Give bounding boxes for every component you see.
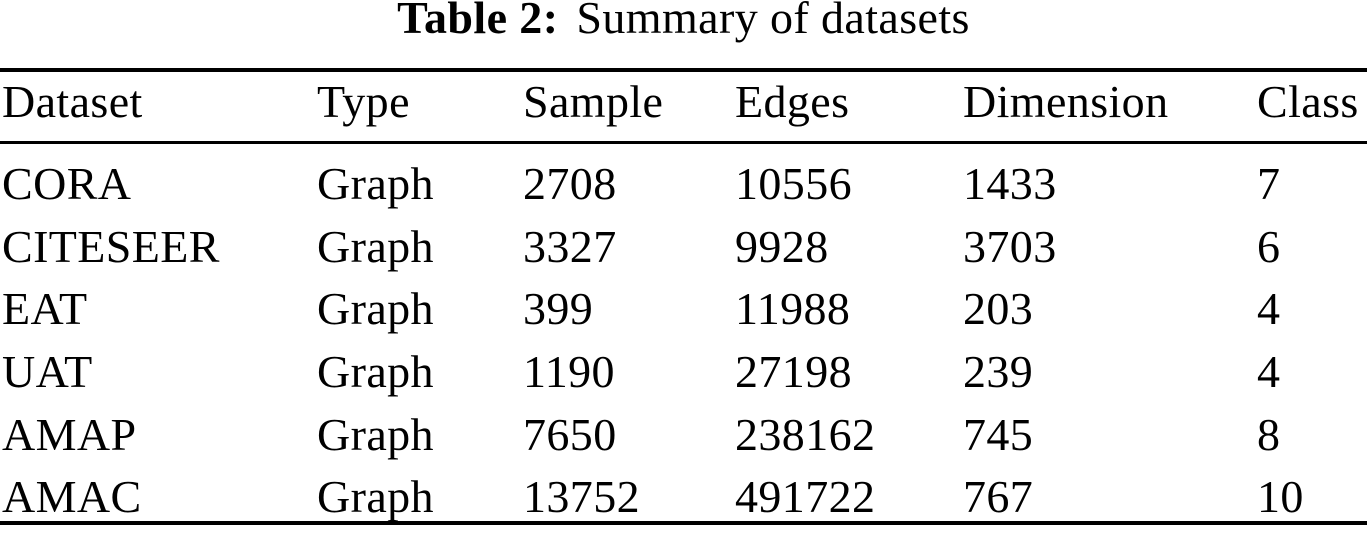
cell-edges: 9928 <box>735 220 829 272</box>
cell-edges: 27198 <box>735 345 852 397</box>
bottom-rule <box>0 521 1367 525</box>
cell-class: 4 <box>1257 283 1281 335</box>
cell-sample: 13752 <box>523 471 640 523</box>
table-header-row: Dataset Type Sample Edges Dimension Clas… <box>0 67 1367 136</box>
cell-dataset: EAT <box>2 283 88 335</box>
cell-dimension: 745 <box>963 408 1034 460</box>
cell-sample: 3327 <box>523 220 617 272</box>
cell-dataset: AMAP <box>2 408 137 460</box>
cell-class: 10 <box>1257 471 1304 523</box>
table-number-label: Table 2: <box>397 0 559 43</box>
top-rule <box>0 68 1367 72</box>
table-row: CITESEER Graph 3327 9928 3703 6 <box>0 216 1367 279</box>
cell-dimension: 239 <box>963 345 1034 397</box>
cell-sample: 7650 <box>523 408 617 460</box>
cell-class: 6 <box>1257 220 1281 272</box>
table-row: AMAC Graph 13752 491722 767 10 <box>0 466 1367 529</box>
cell-type: Graph <box>317 158 434 209</box>
table-row: AMAP Graph 7650 238162 745 8 <box>0 404 1367 467</box>
cell-sample: 399 <box>523 283 594 335</box>
cell-dataset: UAT <box>2 345 93 397</box>
cell-type: Graph <box>317 345 434 397</box>
cell-sample: 2708 <box>523 158 617 209</box>
table-caption-text: Summary of datasets <box>576 0 970 43</box>
cell-type: Graph <box>317 220 434 272</box>
cell-class: 7 <box>1257 158 1281 209</box>
cell-dimension: 767 <box>963 471 1034 523</box>
column-header-dataset: Dataset <box>2 76 143 127</box>
table-row: UAT Graph 1190 27198 239 4 <box>0 341 1367 404</box>
cell-edges: 10556 <box>735 158 852 209</box>
cell-dimension: 203 <box>963 283 1034 335</box>
table-caption: Table 2: Summary of datasets <box>0 0 1367 42</box>
cell-class: 8 <box>1257 408 1281 460</box>
cell-dimension: 3703 <box>963 220 1057 272</box>
column-header-edges: Edges <box>735 76 850 127</box>
cell-type: Graph <box>317 471 434 523</box>
cell-type: Graph <box>317 283 434 335</box>
column-header-class: Class <box>1257 76 1359 127</box>
cell-class: 4 <box>1257 345 1281 397</box>
cell-edges: 238162 <box>735 408 876 460</box>
cell-dataset: AMAC <box>2 471 142 523</box>
column-header-dimension: Dimension <box>963 76 1169 127</box>
cell-type: Graph <box>317 408 434 460</box>
table-row: EAT Graph 399 11988 203 4 <box>0 278 1367 341</box>
cell-dataset: CORA <box>2 158 132 209</box>
column-header-type: Type <box>317 76 410 127</box>
column-header-sample: Sample <box>523 76 664 127</box>
header-rule <box>0 141 1367 144</box>
table-body: CORA Graph 2708 10556 1433 7 CITESEER Gr… <box>0 145 1367 529</box>
cell-dataset: CITESEER <box>2 220 220 272</box>
cell-edges: 491722 <box>735 471 876 523</box>
cell-sample: 1190 <box>523 345 615 397</box>
table-row: CORA Graph 2708 10556 1433 7 <box>0 153 1367 216</box>
cell-dimension: 1433 <box>963 158 1057 209</box>
cell-edges: 11988 <box>735 283 851 335</box>
